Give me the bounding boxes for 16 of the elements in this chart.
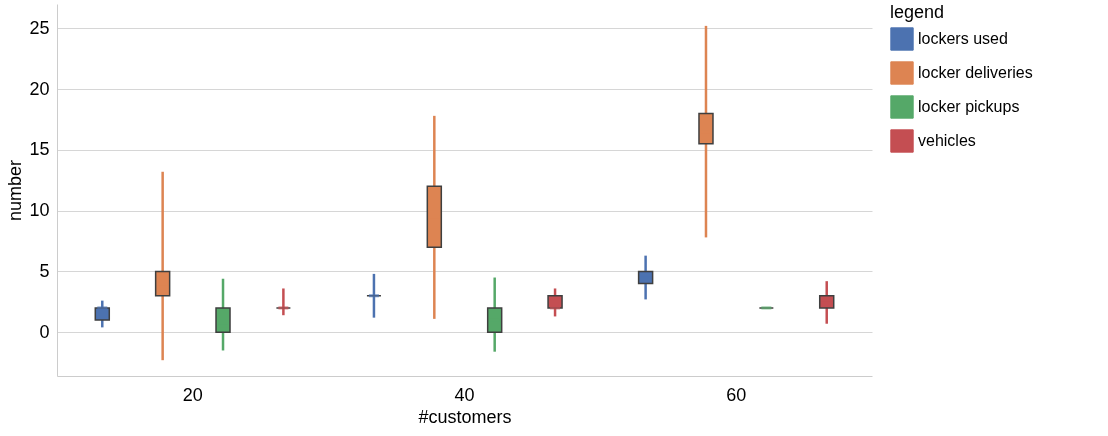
x-tick-label: 60 [726, 384, 747, 405]
y-axis-title: number [5, 159, 26, 222]
x-tick-label: 40 [454, 384, 475, 405]
legend-label: lockers used [918, 30, 1008, 47]
y-tick-label: 15 [29, 139, 50, 160]
y-tick-label: 20 [29, 78, 50, 99]
y-tick-label: 25 [29, 17, 50, 38]
legend-title: legend [890, 2, 945, 22]
x-tick-label: 20 [182, 384, 203, 405]
y-tick-label: 0 [39, 321, 50, 342]
legend-label: locker pickups [918, 98, 1020, 115]
legend-label: locker deliveries [918, 64, 1033, 81]
x-axis-title: #customers [418, 406, 512, 427]
legend-label: vehicles [918, 132, 976, 149]
y-tick-label: 5 [39, 260, 50, 281]
y-tick-label: 10 [29, 200, 50, 221]
